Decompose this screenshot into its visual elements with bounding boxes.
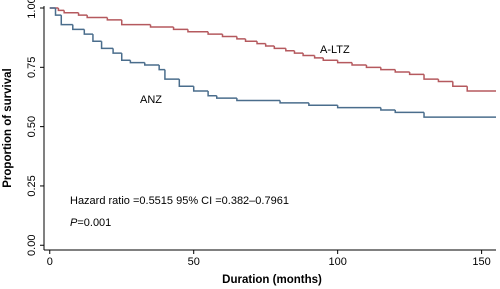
survival-step xyxy=(54,8,62,16)
survival-step xyxy=(129,60,145,64)
x-tick-label: 100 xyxy=(328,256,346,268)
x-tick-label: 50 xyxy=(188,256,200,268)
survival-step xyxy=(279,100,309,104)
survival-step xyxy=(423,74,439,80)
survival-step xyxy=(236,36,246,40)
survival-step xyxy=(164,69,180,80)
x-axis-label: Duration (months) xyxy=(222,274,322,286)
survival-step xyxy=(178,79,194,88)
survival-step xyxy=(466,86,496,92)
survival-step xyxy=(221,34,237,38)
p-symbol: P xyxy=(70,217,78,229)
x-tick-label: 0 xyxy=(47,256,53,268)
survival-step xyxy=(394,110,425,114)
survival-step xyxy=(215,95,237,99)
survival-step xyxy=(207,91,217,97)
p-value: =0.001 xyxy=(77,217,111,229)
survival-step xyxy=(158,64,165,71)
series-label: ANZ xyxy=(140,94,162,106)
survival-step xyxy=(192,86,209,92)
survival-step xyxy=(83,29,93,35)
y-axis-label: Proportion of survival xyxy=(2,68,14,188)
survival-step xyxy=(380,107,396,111)
survival-step xyxy=(336,105,381,109)
survival-step xyxy=(273,45,286,50)
survival-step xyxy=(336,60,353,64)
survival-step xyxy=(120,19,151,26)
x-tick-label: 150 xyxy=(472,256,490,268)
survival-step xyxy=(302,53,315,57)
survival-step xyxy=(351,62,367,66)
survival-step xyxy=(264,43,275,47)
p-annotation: P=0.001 xyxy=(70,217,111,229)
survival-step xyxy=(322,57,338,61)
survival-step xyxy=(60,15,73,26)
y-tick-label: 0.00 xyxy=(26,235,38,256)
survival-step xyxy=(452,81,468,88)
survival-step xyxy=(207,31,223,35)
survival-step xyxy=(92,34,102,42)
survival-step xyxy=(100,41,114,50)
survival-step xyxy=(365,64,381,69)
survival-step xyxy=(437,79,453,83)
survival-step xyxy=(112,48,122,54)
survival-step xyxy=(293,50,304,54)
survival-step xyxy=(106,17,122,21)
y-tick-label: 0.50 xyxy=(26,116,38,137)
survival-step xyxy=(423,112,496,118)
survival-step xyxy=(77,12,88,16)
survival-step xyxy=(120,53,131,61)
survival-step xyxy=(149,24,174,28)
survival-step xyxy=(86,15,108,19)
survival-step xyxy=(244,38,258,42)
survival-step xyxy=(172,26,188,31)
survival-step xyxy=(72,24,85,31)
survival-step xyxy=(187,29,209,33)
survival-step xyxy=(144,62,160,66)
survival-step xyxy=(63,10,79,14)
survival-step xyxy=(236,98,281,102)
survival-step xyxy=(313,55,324,59)
survival-step xyxy=(408,72,425,76)
hazard-annotation: Hazard ratio =0.5515 95% CI =0.382–0.796… xyxy=(70,195,289,207)
series-label: A-LTZ xyxy=(320,44,350,56)
y-tick-label: 0.75 xyxy=(26,57,38,78)
survival-step xyxy=(380,67,396,71)
survival-step xyxy=(394,69,410,73)
survival-step xyxy=(57,8,65,12)
survival-step xyxy=(256,41,266,45)
survival-step xyxy=(308,102,338,107)
survival-step xyxy=(285,48,295,52)
y-tick-label: 1.00 xyxy=(26,0,38,19)
y-tick-label: 0.25 xyxy=(26,175,38,196)
